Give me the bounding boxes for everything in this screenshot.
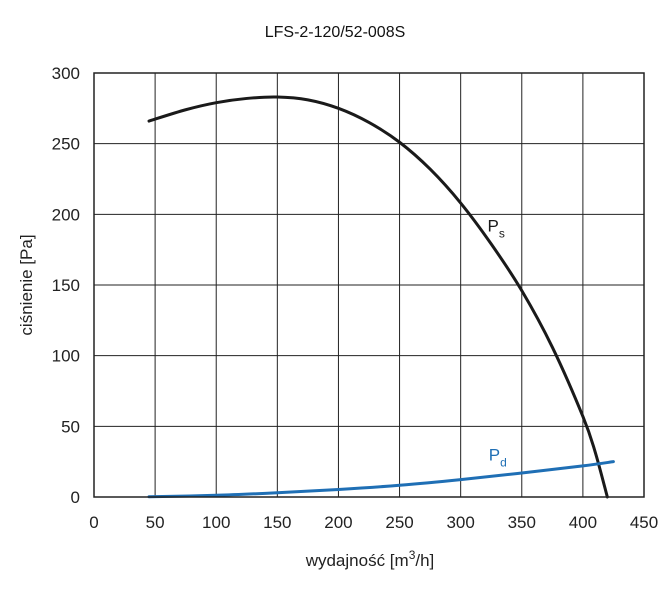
series-line-d — [147, 460, 615, 499]
series-label-d: Pd — [489, 445, 507, 469]
series-label-subscript: s — [499, 226, 505, 240]
x-axis-title-sup: 3 — [409, 548, 416, 562]
series-label-subscript: d — [500, 455, 507, 469]
y-tick-label: 200 — [52, 205, 80, 224]
y-tick-label: 300 — [52, 64, 80, 83]
curves — [147, 95, 615, 499]
y-tick-label: 100 — [52, 347, 80, 366]
x-axis-title-main: wydajność [m — [305, 551, 409, 570]
y-tick-label: 0 — [71, 488, 80, 507]
x-tick-label: 100 — [202, 513, 230, 532]
y-axis-title: ciśnienie [Pa] — [17, 234, 36, 335]
x-tick-label: 300 — [446, 513, 474, 532]
series-line-s — [147, 95, 609, 499]
x-axis-title: wydajność [m3/h] — [305, 548, 435, 570]
x-tick-label: 400 — [569, 513, 597, 532]
y-tick-labels: 0 50 100 150 200 250 300 — [52, 64, 80, 507]
series-label-main: P — [489, 445, 500, 464]
x-tick-label: 150 — [263, 513, 291, 532]
series-label-s: Ps — [488, 216, 505, 240]
y-tick-label: 150 — [52, 276, 80, 295]
grid — [94, 73, 644, 497]
y-tick-label: 250 — [52, 135, 80, 154]
x-tick-label: 200 — [324, 513, 352, 532]
plot-frame — [93, 72, 645, 498]
chart-title: LFS-2-120/52-008S — [265, 24, 406, 41]
x-tick-labels: 0 50 100 150 200 250 300 350 400 450 — [89, 513, 658, 532]
x-tick-label: 0 — [89, 513, 98, 532]
y-tick-label: 50 — [61, 417, 80, 436]
x-tick-label: 50 — [146, 513, 165, 532]
x-axis-title-tail: /h] — [415, 551, 434, 570]
x-tick-label: 250 — [385, 513, 413, 532]
x-tick-label: 450 — [630, 513, 658, 532]
series-label-main: P — [488, 216, 499, 235]
x-tick-label: 350 — [508, 513, 536, 532]
